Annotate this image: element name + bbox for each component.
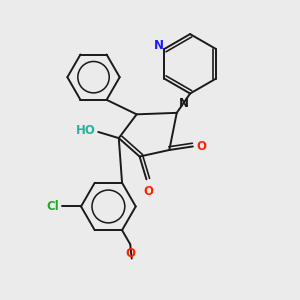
Text: O: O <box>196 140 206 153</box>
Text: HO: HO <box>75 124 95 137</box>
Text: N: N <box>179 98 189 110</box>
Text: O: O <box>125 247 135 260</box>
Text: O: O <box>143 185 153 198</box>
Text: Cl: Cl <box>46 200 59 213</box>
Text: N: N <box>154 39 164 52</box>
